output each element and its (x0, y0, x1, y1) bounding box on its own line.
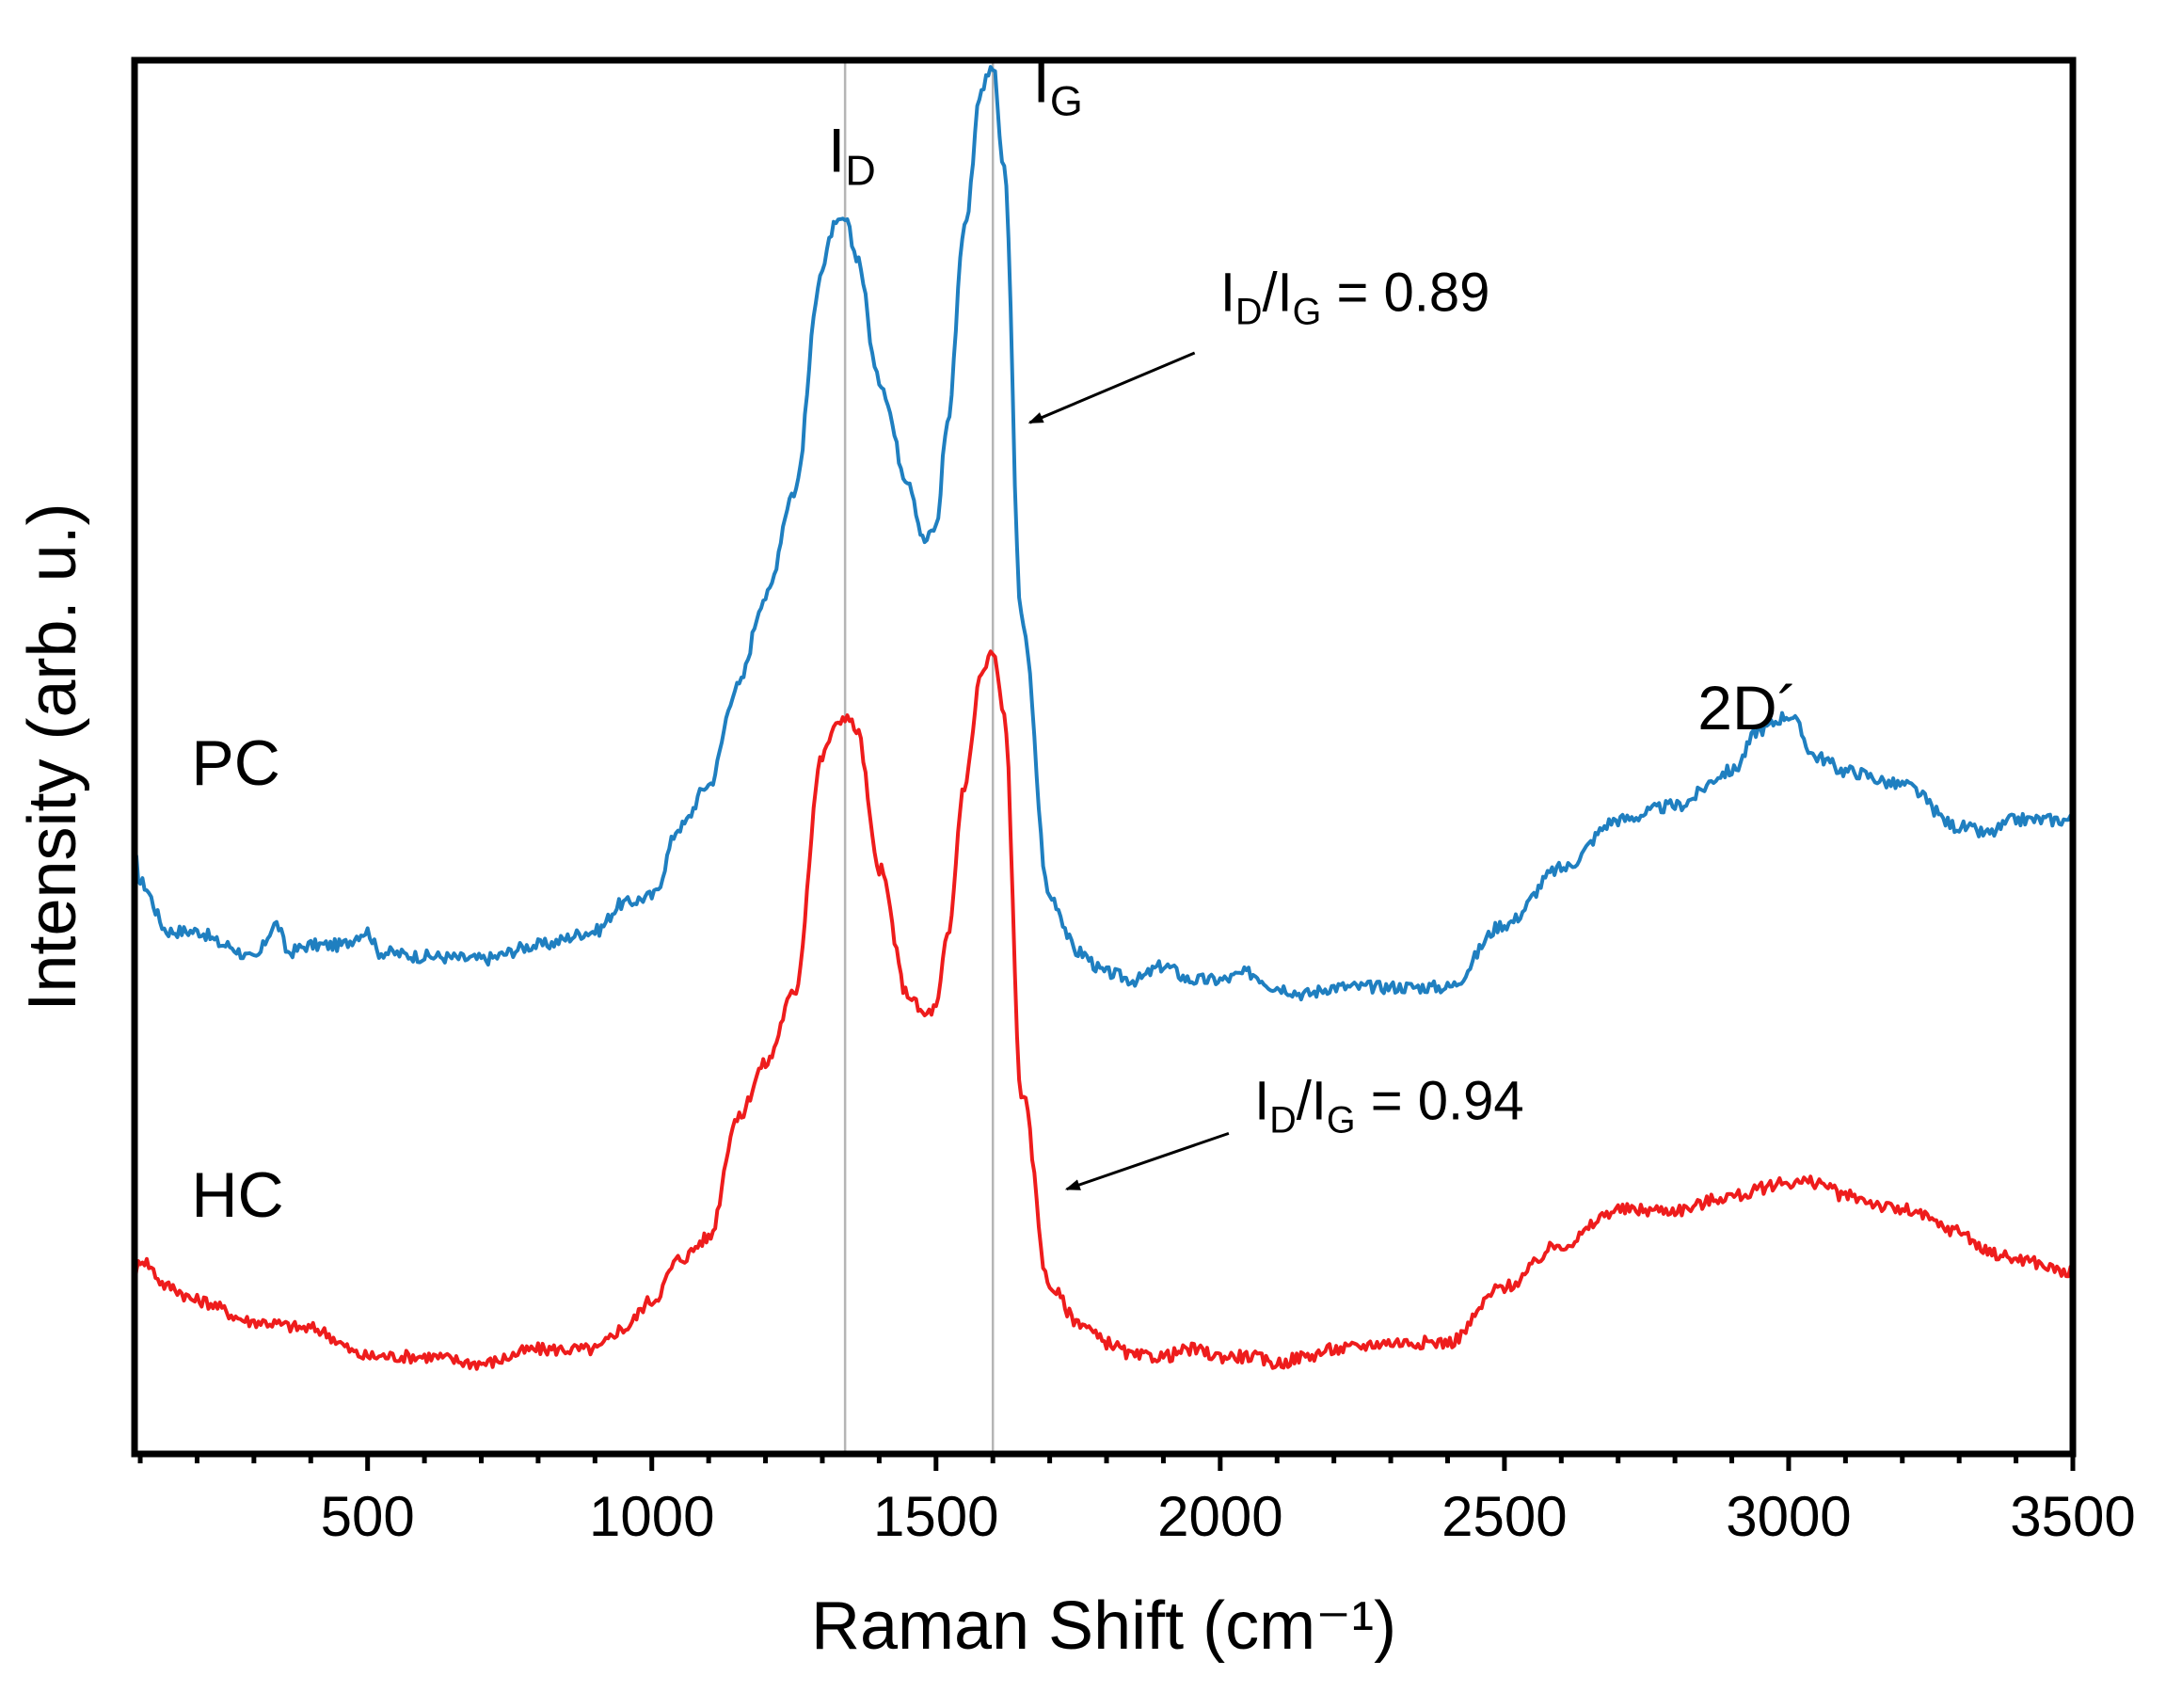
x-axis-ticks: 500 1000 1500 2000 2500 3000 3500 (137, 1454, 2136, 1548)
series-line-hc (133, 649, 2075, 1371)
annotation-arrow-hc-ratio (1064, 1131, 1230, 1191)
series-layer (133, 65, 2075, 1371)
annotation-hc: HC (191, 1159, 283, 1231)
x-tick-label-2000: 2000 (1157, 1485, 1282, 1548)
y-axis-title: Intensity (arb. u.) (15, 503, 90, 1011)
reference-lines (843, 60, 995, 1454)
x-tick-label-1500: 1500 (873, 1485, 998, 1548)
x-tick-label-500: 500 (321, 1485, 415, 1548)
annotation-ig: IG (1032, 45, 1082, 124)
annotations: PC HC ID IG 2D´ ID/IG = 0.89 ID/IG = 0.94 (191, 45, 1797, 1231)
annotation-hc-ratio: ID/IG = 0.94 (1254, 1071, 1524, 1141)
x-tick-label-3000: 3000 (1726, 1485, 1851, 1548)
x-tick-label-3500: 3500 (2010, 1485, 2135, 1548)
annotation-2d: 2D´ (1697, 673, 1797, 742)
x-axis-title: Raman Shift (cm⁻¹) (811, 1588, 1396, 1664)
annotation-arrow-pc-ratio (1027, 351, 1196, 424)
annotation-pc: PC (191, 727, 279, 799)
plot-frame (131, 56, 2077, 1458)
x-tick-label-2500: 2500 (1441, 1485, 1567, 1548)
x-tick-label-1000: 1000 (589, 1485, 714, 1548)
annotation-pc-ratio: ID/IG = 0.89 (1220, 263, 1490, 333)
series-line-pc (133, 65, 2075, 1002)
annotation-id: ID (828, 115, 876, 194)
